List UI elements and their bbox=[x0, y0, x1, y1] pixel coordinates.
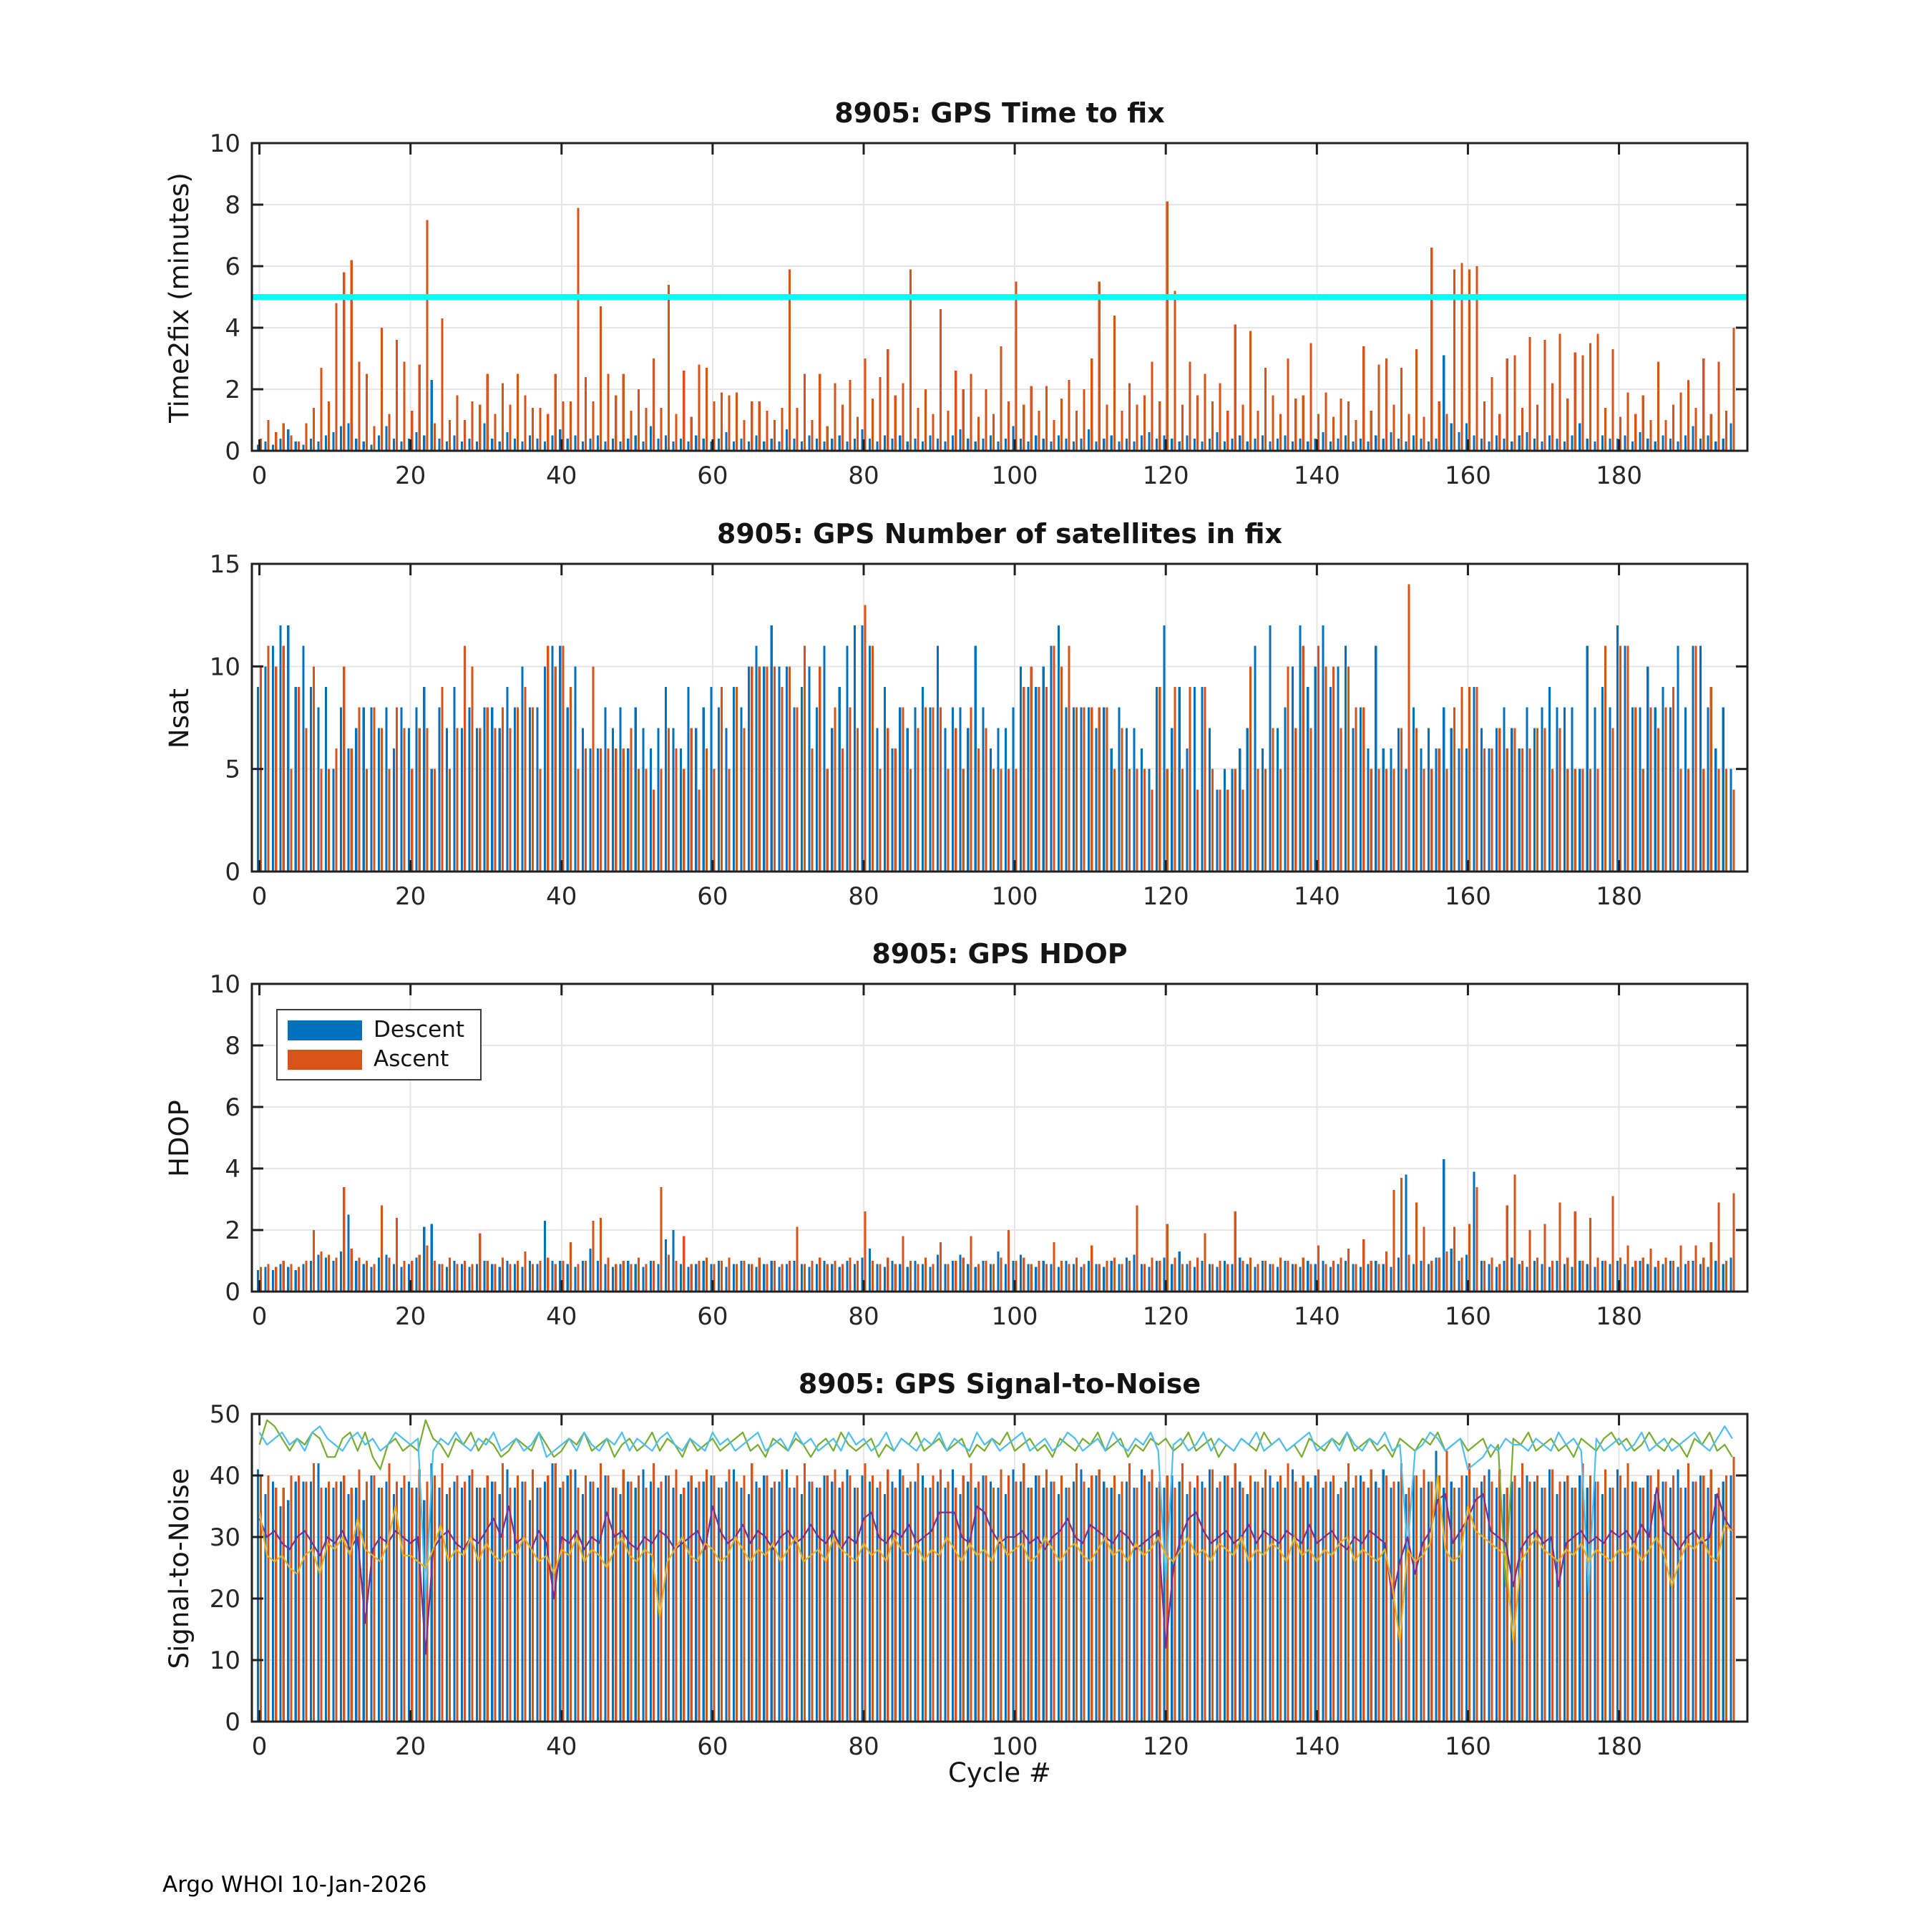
x-tick-label: 40 bbox=[546, 1732, 577, 1761]
chart-title-time2fix: 8905: GPS Time to fix bbox=[834, 97, 1165, 129]
x-tick-label: 60 bbox=[697, 1302, 728, 1331]
y-tick-label: 5 bbox=[225, 756, 240, 784]
x-tick-label: 60 bbox=[697, 882, 728, 911]
x-tick-label: 120 bbox=[1143, 1302, 1189, 1331]
y-tick-label: 10 bbox=[210, 970, 240, 999]
descent-color-swatch bbox=[288, 1020, 362, 1040]
y-tick-label: 2 bbox=[225, 376, 240, 404]
y-tick-label: 10 bbox=[210, 653, 240, 681]
y-tick-label: 30 bbox=[210, 1523, 240, 1552]
x-tick-label: 160 bbox=[1445, 1302, 1491, 1331]
x-tick-label: 60 bbox=[697, 462, 728, 490]
y-tick-label: 0 bbox=[225, 1708, 240, 1737]
x-tick-label: 40 bbox=[546, 1302, 577, 1331]
y-axis-label-nsat: Nsat bbox=[164, 688, 195, 749]
y-axis-label-snr: Signal-to-Noise bbox=[164, 1468, 195, 1669]
chart-plot-2: 0 20 40 60 80 100 120 140 160 180 0 2 4 6 8 10 bbox=[210, 970, 1749, 1331]
x-tick-label: 140 bbox=[1294, 882, 1340, 911]
x-tick-label: 160 bbox=[1445, 882, 1491, 911]
y-tick-label: 50 bbox=[210, 1400, 240, 1429]
x-tick-label: 80 bbox=[848, 462, 879, 490]
x-tick-label: 20 bbox=[395, 1302, 426, 1331]
x-tick-label: 20 bbox=[395, 462, 426, 490]
ascent-color-swatch bbox=[288, 1049, 362, 1070]
x-axis-label-cycle: Cycle # bbox=[948, 1757, 1051, 1788]
y-tick-label: 4 bbox=[225, 1155, 240, 1184]
x-tick-label: 0 bbox=[252, 882, 268, 911]
y-tick-label: 0 bbox=[225, 1278, 240, 1307]
y-tick-label: 0 bbox=[225, 858, 240, 887]
chart-title-nsat: 8905: GPS Number of satellites in fix bbox=[716, 518, 1283, 550]
x-tick-label: 80 bbox=[848, 1732, 879, 1761]
y-tick-label: 2 bbox=[225, 1216, 240, 1245]
footer-annotation: Argo WHOI 10-Jan-2026 bbox=[162, 1872, 427, 1898]
y-tick-label: 15 bbox=[210, 550, 240, 579]
x-tick-label: 140 bbox=[1294, 1732, 1340, 1761]
y-tick-label: 10 bbox=[210, 1646, 240, 1675]
x-tick-label: 40 bbox=[546, 882, 577, 911]
chart-title-hdop: 8905: GPS HDOP bbox=[872, 938, 1128, 970]
x-tick-label: 60 bbox=[697, 1732, 728, 1761]
y-axis-label-time2fix: Time2fix (minutes) bbox=[164, 172, 195, 423]
legend-entry-ascent: Ascent bbox=[288, 1048, 464, 1070]
chart-plot-3: 0 20 40 60 80 100 120 140 160 180 0 10 20 30 40 50 bbox=[210, 1400, 1749, 1761]
legend: Descent Ascent bbox=[276, 1009, 482, 1080]
chart-plot-1: 0 20 40 60 80 100 120 140 160 180 0 5 10 15 bbox=[210, 550, 1749, 911]
y-tick-label: 8 bbox=[225, 191, 240, 220]
x-tick-label: 140 bbox=[1294, 1302, 1340, 1331]
x-tick-label: 120 bbox=[1143, 1732, 1189, 1761]
x-tick-label: 160 bbox=[1445, 462, 1491, 490]
y-tick-label: 4 bbox=[225, 314, 240, 343]
x-tick-label: 180 bbox=[1596, 882, 1642, 911]
legend-label-ascent: Ascent bbox=[374, 1046, 449, 1072]
x-tick-label: 180 bbox=[1596, 462, 1642, 490]
y-tick-label: 40 bbox=[210, 1462, 240, 1491]
x-tick-label: 120 bbox=[1143, 462, 1189, 490]
x-tick-label: 100 bbox=[992, 462, 1038, 490]
x-tick-label: 40 bbox=[546, 462, 577, 490]
x-tick-label: 20 bbox=[395, 1732, 426, 1761]
y-axis-label-hdop: HDOP bbox=[164, 1100, 195, 1177]
x-tick-label: 140 bbox=[1294, 462, 1340, 490]
x-tick-label: 120 bbox=[1143, 882, 1189, 911]
x-tick-label: 160 bbox=[1445, 1732, 1491, 1761]
x-tick-label: 100 bbox=[992, 882, 1038, 911]
legend-entry-descent: Descent bbox=[288, 1019, 464, 1041]
x-tick-label: 180 bbox=[1596, 1302, 1642, 1331]
x-tick-label: 100 bbox=[992, 1732, 1038, 1761]
chart-plot-0: 0 20 40 60 80 100 120 140 160 180 0 2 4 6 8 10 bbox=[210, 130, 1749, 490]
y-tick-label: 10 bbox=[210, 130, 240, 158]
y-tick-label: 6 bbox=[225, 253, 240, 281]
x-tick-label: 0 bbox=[252, 1732, 268, 1761]
y-tick-label: 0 bbox=[225, 437, 240, 466]
x-tick-label: 0 bbox=[252, 1302, 268, 1331]
chart-title-snr: 8905: GPS Signal-to-Noise bbox=[798, 1368, 1201, 1400]
y-tick-label: 20 bbox=[210, 1585, 240, 1614]
x-tick-label: 80 bbox=[848, 882, 879, 911]
x-tick-label: 20 bbox=[395, 882, 426, 911]
x-tick-label: 100 bbox=[992, 1302, 1038, 1331]
x-tick-label: 0 bbox=[252, 462, 268, 490]
legend-label-descent: Descent bbox=[374, 1017, 465, 1043]
y-tick-label: 8 bbox=[225, 1032, 240, 1060]
x-tick-label: 180 bbox=[1596, 1732, 1642, 1761]
x-tick-label: 80 bbox=[848, 1302, 879, 1331]
y-tick-label: 6 bbox=[225, 1093, 240, 1122]
